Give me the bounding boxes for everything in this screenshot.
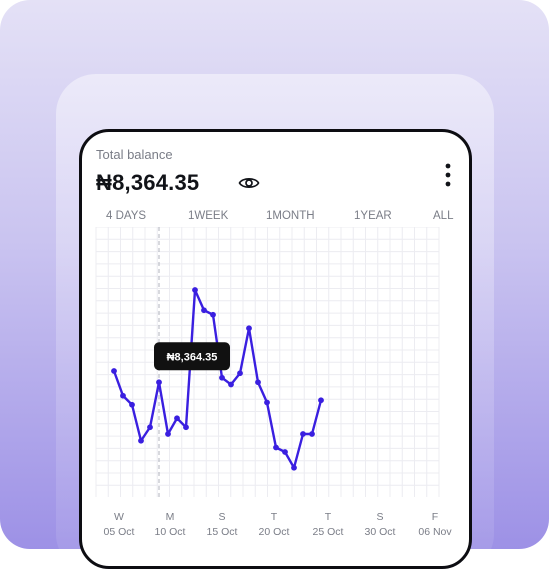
x-tick-date: 20 Oct <box>259 526 290 538</box>
x-axis-labels: W 05 Oct M 10 Oct S 15 Oct T 20 Oct T 25 Oct S 30 O… <box>104 511 453 538</box>
data-point <box>219 374 225 381</box>
data-point <box>156 379 162 386</box>
x-tick-date: 06 Nov <box>418 526 452 538</box>
data-point <box>138 437 144 444</box>
x-tick-day: S <box>376 511 383 523</box>
tooltip-label: ₦8,364.35 <box>167 351 218 363</box>
x-tick-date: 30 Oct <box>365 526 396 538</box>
data-point <box>255 379 261 386</box>
x-tick-day: F <box>432 511 438 523</box>
x-tick-day: M <box>166 511 175 523</box>
balance-amount: ₦8,364.35 <box>96 170 200 195</box>
tab-1-year[interactable]: 1YEAR <box>354 210 392 222</box>
data-point <box>300 431 306 437</box>
more-vertical-icon[interactable] <box>442 162 454 188</box>
data-point <box>183 424 189 431</box>
data-point <box>192 287 198 293</box>
tab-all[interactable]: ALL <box>433 210 454 222</box>
x-tick-date: 15 Oct <box>207 526 238 538</box>
time-range-tabs: 4 DAYS 1WEEK 1MONTH 1YEAR ALL <box>82 210 469 230</box>
phone-screen: Total balance ₦8,364.35 4 DAYS 1WEEK 1MO… <box>79 129 472 569</box>
x-tick-date: 05 Oct <box>104 526 135 538</box>
x-tick-day: W <box>114 511 124 523</box>
data-point <box>282 449 288 455</box>
data-point <box>174 415 180 422</box>
balance-tooltip: ₦8,364.35 <box>154 342 230 371</box>
data-point <box>129 401 135 408</box>
data-point <box>120 392 126 399</box>
total-balance-label: Total balance <box>96 147 173 162</box>
data-point <box>264 399 270 406</box>
data-point <box>318 397 324 404</box>
data-point <box>165 431 171 437</box>
x-tick-day: T <box>271 511 278 523</box>
data-point <box>309 431 315 437</box>
chart-grid <box>95 227 440 497</box>
tab-1-week[interactable]: 1WEEK <box>188 210 229 222</box>
data-point <box>210 311 216 318</box>
x-tick-date: 10 Oct <box>155 526 186 538</box>
tab-1-month[interactable]: 1MONTH <box>266 210 315 222</box>
x-tick-date: 25 Oct <box>313 526 344 538</box>
data-point <box>228 381 234 388</box>
data-point <box>246 325 252 332</box>
data-point <box>201 307 207 314</box>
data-point <box>237 370 243 377</box>
data-point <box>291 464 297 471</box>
balance-series-points <box>111 287 324 471</box>
data-point <box>273 444 279 451</box>
x-tick-day: S <box>218 511 225 523</box>
tooltip-box <box>154 342 230 371</box>
data-point <box>111 368 117 374</box>
eye-icon[interactable] <box>238 175 260 191</box>
balance-line-chart[interactable]: W 05 Oct M 10 Oct S 15 Oct T 20 Oct T 25 Oct S 30 O… <box>82 227 469 569</box>
tab-4-days[interactable]: 4 DAYS <box>106 210 147 222</box>
x-tick-day: T <box>325 511 332 523</box>
data-point <box>147 424 153 431</box>
